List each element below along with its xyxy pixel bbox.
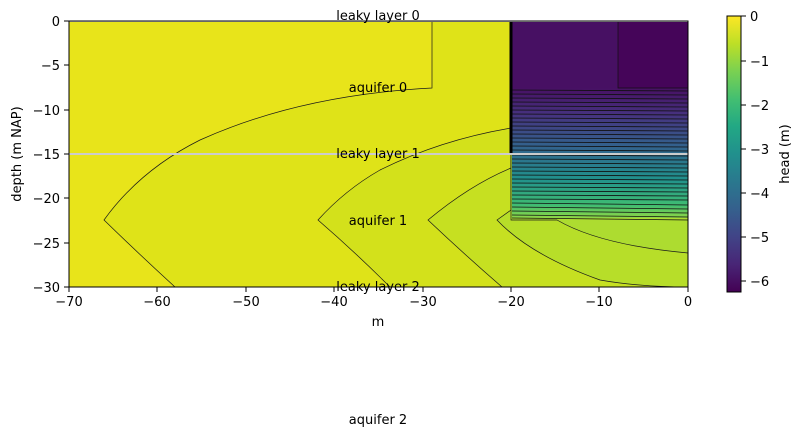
label-leaky-layer-1: leaky layer 1 [336,147,419,162]
x-tick-label: −50 [232,295,259,310]
colorbar-tick-label: 0 [750,10,758,25]
colorbar-tick-label: −4 [750,187,769,202]
colorbar: 0 −1 −2 −3 −4 −5 −6 head (m) [726,10,793,293]
excavation-core-region [617,21,688,89]
x-axis-label: m [372,315,385,330]
x-tick-label: −70 [55,295,82,310]
x-tick-label: −30 [409,295,436,310]
label-leaky-layer-2: leaky layer 2 [336,280,419,295]
y-axis: 0 −5 −10 −15 −20 −25 −30 depth (m NAP) [10,15,69,296]
y-tick-label: −5 [41,59,60,74]
colorbar-tick-label: −2 [750,99,769,114]
label-aquifer-2: aquifer 2 [349,413,407,428]
x-tick-label: −20 [497,295,524,310]
colorbar-tick-label: −3 [750,143,769,158]
colorbar-tick-label: −6 [750,275,769,290]
x-tick-label: 0 [684,295,692,310]
colorbar-tick-label: −1 [750,55,769,70]
x-tick-label: −60 [143,295,170,310]
colorbar-tick-label: −5 [750,231,769,246]
layer-labels: leaky layer 0 aquifer 0 leaky layer 1 aq… [336,9,419,428]
y-tick-label: −15 [33,148,60,163]
x-axis: −70 −60 −50 −40 −30 −20 −10 0 m [55,287,692,330]
plot-area [69,21,688,287]
label-aquifer-1: aquifer 1 [349,214,407,229]
y-tick-label: −10 [33,104,60,119]
dense-contour-lines [511,89,688,221]
y-tick-label: −30 [33,281,60,296]
y-axis-label: depth (m NAP) [10,106,25,201]
x-tick-label: −10 [585,295,612,310]
x-tick-label: −40 [320,295,347,310]
y-tick-label: 0 [52,15,60,30]
label-aquifer-0: aquifer 0 [349,81,407,96]
y-tick-label: −20 [33,192,60,207]
colorbar-label: head (m) [778,124,793,183]
y-tick-label: −25 [33,237,60,252]
colorbar-gradient [726,15,742,293]
label-leaky-layer-0: leaky layer 0 [336,9,419,24]
